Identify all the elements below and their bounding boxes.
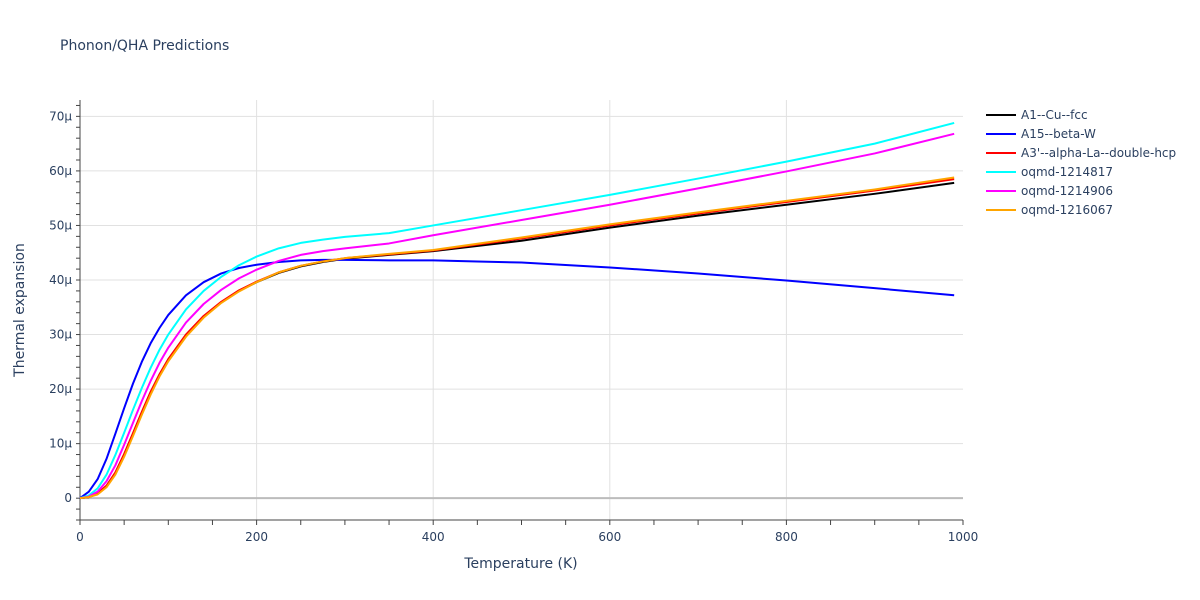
- y-tick-label: 10μ: [49, 437, 72, 451]
- series-line-4[interactable]: [79, 121, 955, 500]
- y-tick-label: 20μ: [49, 382, 72, 396]
- x-axis-title: Temperature (K): [463, 556, 577, 572]
- axes: 0 200 400 600 800 1000 0 10μ 20μ 30μ 40μ 50μ 60μ 70μ: [49, 100, 978, 544]
- x-tick-label: 200: [245, 530, 268, 544]
- legend-label: A15--beta-W: [1021, 127, 1096, 141]
- series-line-2[interactable]: [79, 258, 955, 499]
- y-tick-label: 70μ: [49, 109, 72, 123]
- legend-item[interactable]: A3'--alpha-La--double-hcp: [986, 146, 1176, 160]
- legend-label: oqmd-1214817: [1021, 165, 1113, 179]
- legend[interactable]: A1--Cu--fcc A15--beta-W A3'--alpha-La--dou…: [986, 108, 1176, 217]
- series-line-3[interactable]: [79, 178, 955, 500]
- series-line-1[interactable]: [79, 181, 955, 500]
- y-tick-label: 50μ: [49, 218, 72, 232]
- y-tick-label: 40μ: [49, 273, 72, 287]
- legend-item[interactable]: A1--Cu--fcc: [986, 108, 1088, 122]
- y-tick-label: 0: [64, 491, 72, 505]
- x-tick-label: 400: [422, 530, 445, 544]
- legend-item[interactable]: A15--beta-W: [986, 127, 1096, 141]
- x-tick-label: 0: [76, 530, 84, 544]
- plot-area[interactable]: [79, 121, 955, 500]
- x-tick-label: 1000: [948, 530, 979, 544]
- legend-label: oqmd-1214906: [1021, 184, 1113, 198]
- x-tick-label: 600: [598, 530, 621, 544]
- y-tick-label: 30μ: [49, 328, 72, 342]
- series-line-6[interactable]: [79, 176, 955, 500]
- y-tick-label: 60μ: [49, 164, 72, 178]
- legend-label: oqmd-1216067: [1021, 203, 1113, 217]
- y-axis-title: Thermal expansion: [12, 243, 28, 378]
- chart-title: Phonon/QHA Predictions: [60, 38, 229, 54]
- grid: [80, 100, 963, 520]
- legend-item[interactable]: oqmd-1214906: [986, 184, 1113, 198]
- legend-item[interactable]: oqmd-1214817: [986, 165, 1113, 179]
- legend-item[interactable]: oqmd-1216067: [986, 203, 1113, 217]
- x-tick-label: 800: [775, 530, 798, 544]
- legend-label: A1--Cu--fcc: [1021, 108, 1088, 122]
- series-line-5[interactable]: [79, 132, 955, 500]
- legend-label: A3'--alpha-La--double-hcp: [1021, 146, 1176, 160]
